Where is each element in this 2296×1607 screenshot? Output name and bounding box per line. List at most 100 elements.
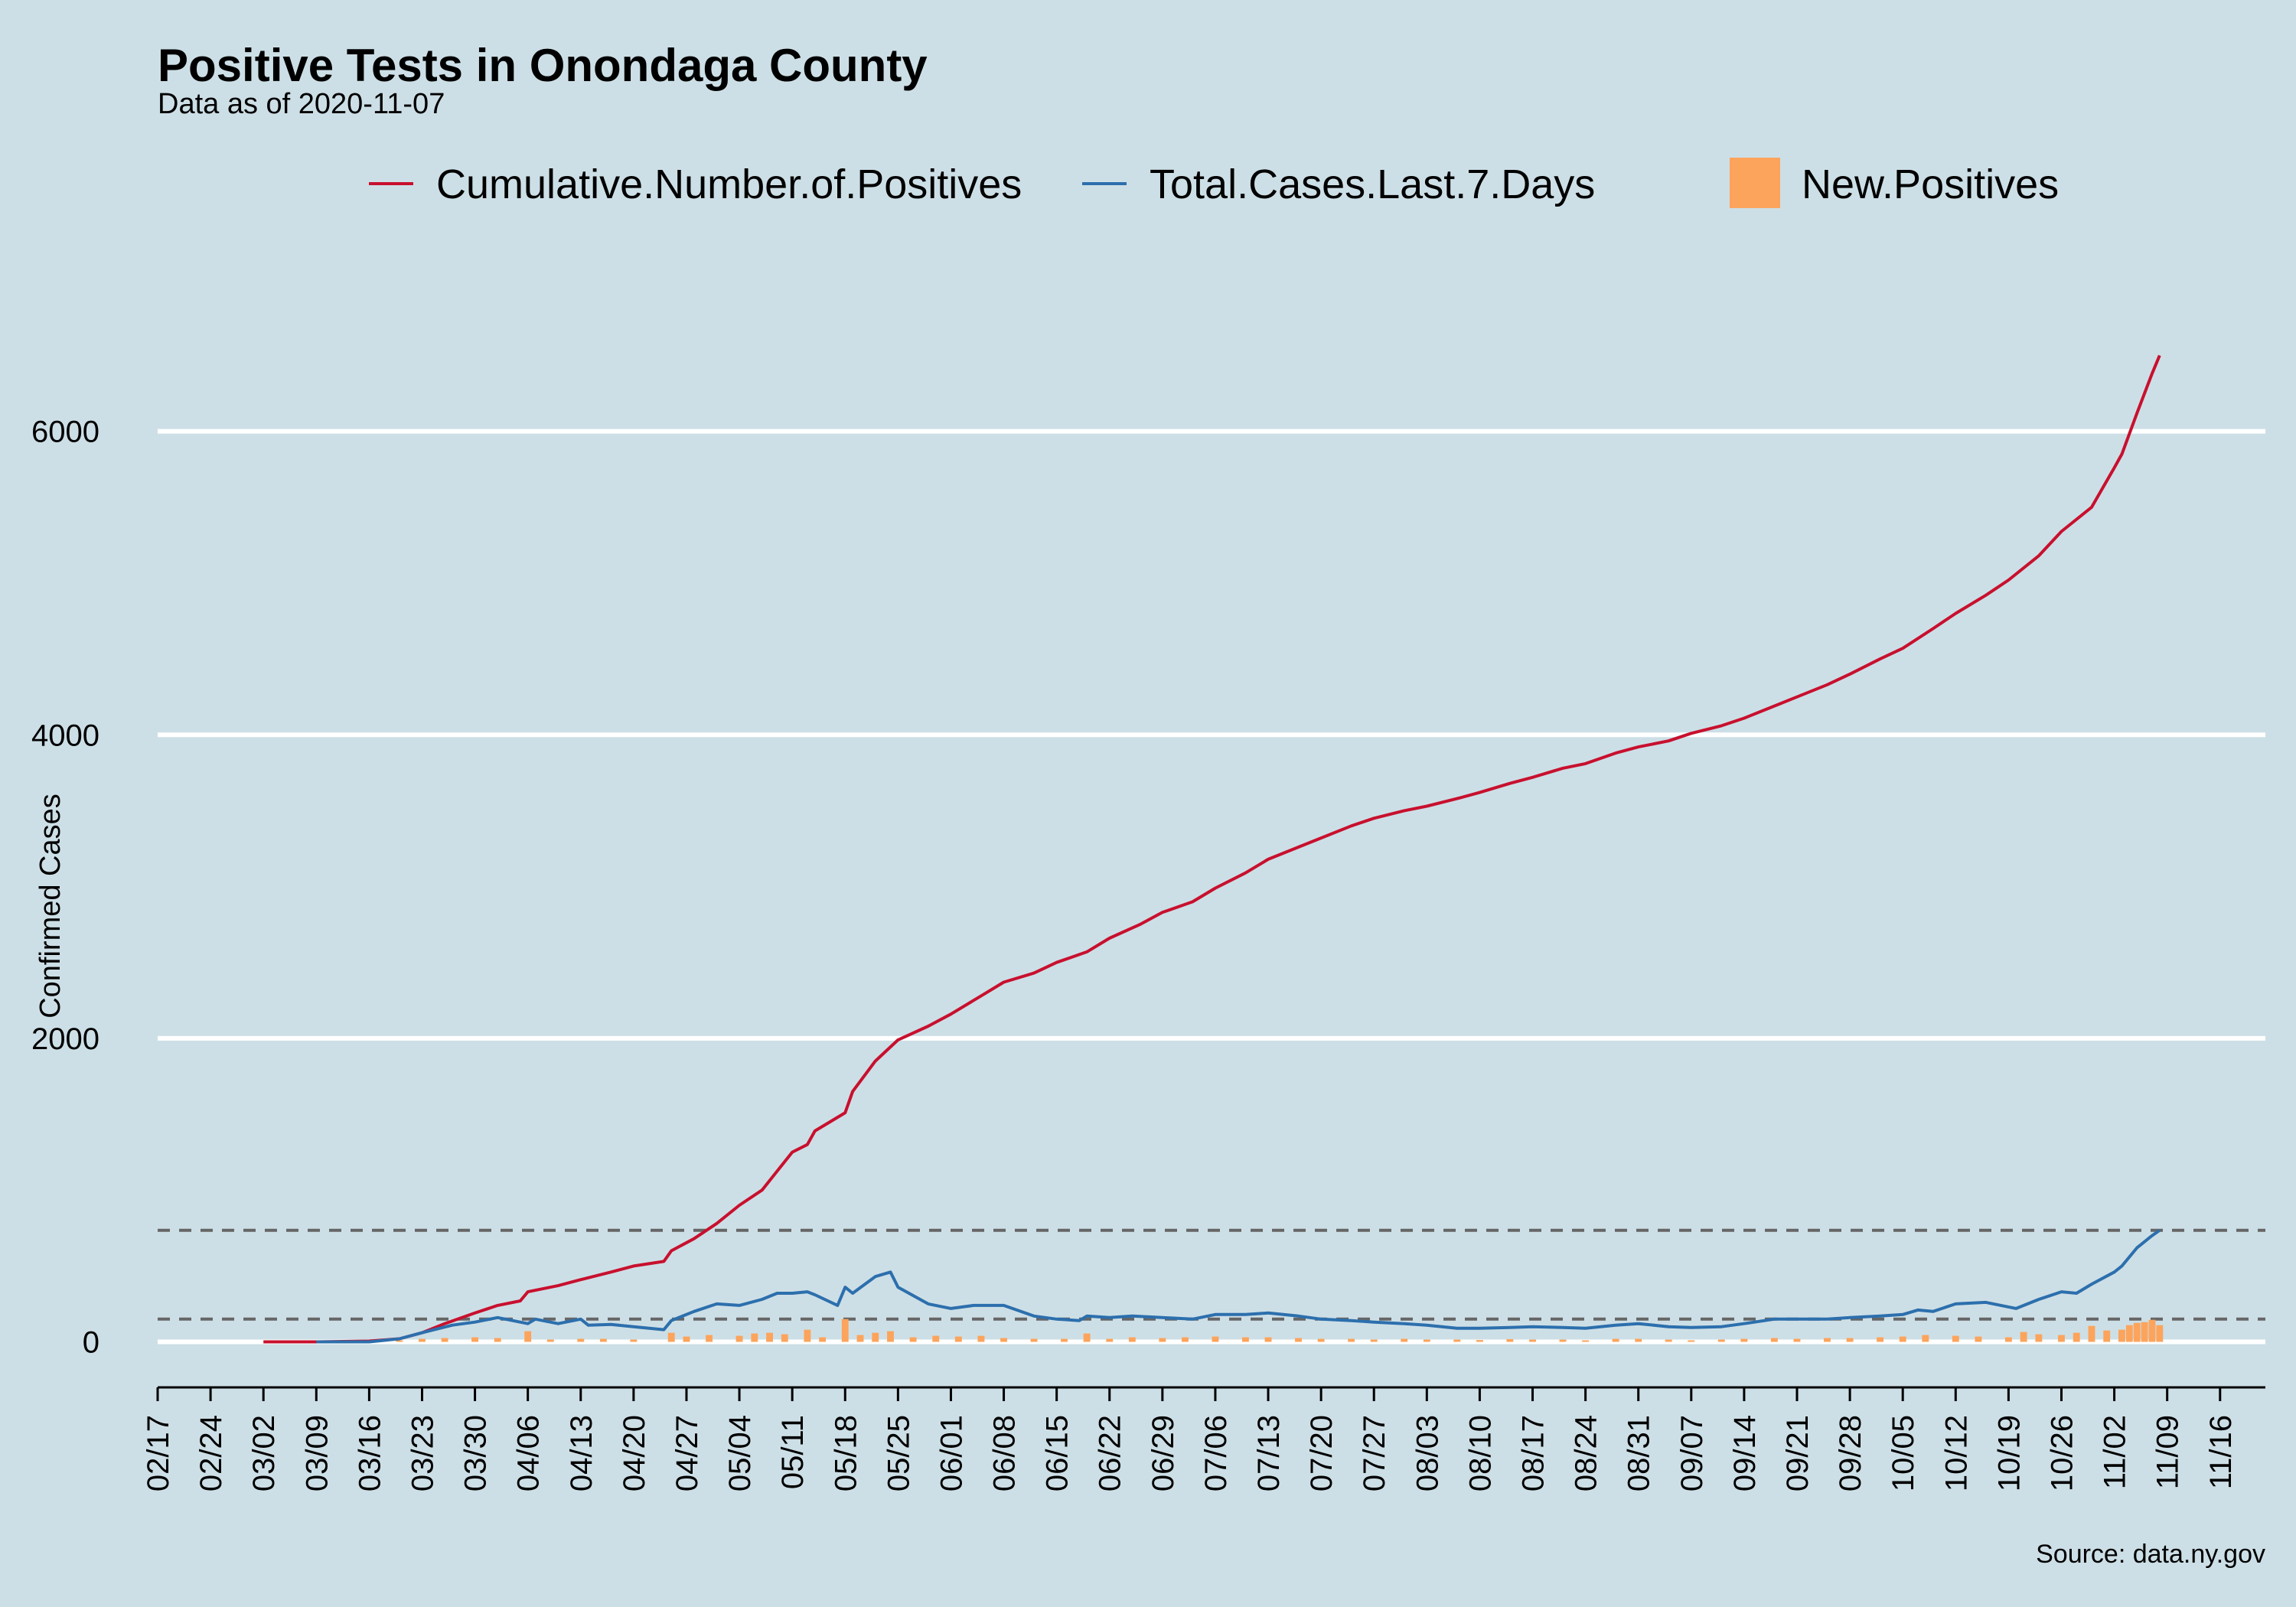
y-axis-label: Confirmed Cases	[34, 794, 67, 1019]
legend-label: Total.Cases.Last.7.Days	[1150, 161, 1595, 207]
x-tick-label: 11/16	[2204, 1415, 2238, 1489]
bar-new-positives	[2035, 1334, 2043, 1342]
bar-new-positives	[1612, 1338, 1619, 1342]
bar-new-positives	[1128, 1337, 1136, 1342]
bar-series	[396, 1319, 2164, 1342]
bar-new-positives	[2133, 1322, 2141, 1342]
bar-new-positives	[932, 1335, 940, 1342]
bar-new-positives	[441, 1338, 448, 1342]
bar-new-positives	[1922, 1335, 1929, 1342]
bar-new-positives	[471, 1337, 479, 1342]
x-tick-label: 05/11	[776, 1415, 810, 1489]
bar-new-positives	[841, 1319, 849, 1342]
x-tick-label: 07/20	[1305, 1415, 1339, 1491]
x-tick-label: 09/28	[1834, 1415, 1867, 1491]
bar-new-positives	[1975, 1336, 1982, 1342]
line-cumulative-number-of-positives	[263, 354, 2161, 1344]
bar-new-positives	[2020, 1332, 2027, 1342]
x-tick-label: 05/25	[882, 1415, 915, 1491]
x-tick-label: 02/24	[194, 1415, 228, 1491]
bar-new-positives	[630, 1339, 638, 1342]
x-tick-label: 10/26	[2045, 1415, 2079, 1491]
bar-new-positives	[2148, 1319, 2156, 1342]
x-tick-label: 06/01	[934, 1415, 968, 1491]
bar-new-positives	[1899, 1336, 1906, 1342]
bar-new-positives	[819, 1337, 827, 1342]
bar-new-positives	[1559, 1339, 1567, 1342]
bar-new-positives	[667, 1332, 675, 1342]
y-tick-label-0: 0	[83, 1326, 99, 1360]
bar-new-positives	[1370, 1339, 1378, 1342]
x-tick-label: 06/29	[1146, 1415, 1180, 1491]
gridlines	[158, 429, 2265, 1345]
bar-new-positives	[524, 1331, 532, 1342]
x-tick-label: 04/20	[618, 1415, 651, 1491]
legend-label: Cumulative.Number.of.Positives	[436, 161, 1022, 207]
x-tick-label: 10/12	[1939, 1415, 1973, 1491]
bar-new-positives	[1000, 1338, 1007, 1342]
line-series	[263, 354, 2161, 1344]
legend-label: New.Positives	[1802, 161, 2059, 207]
x-tick-label: 10/05	[1887, 1415, 1920, 1491]
x-tick-label: 03/02	[247, 1415, 281, 1491]
bar-new-positives	[419, 1338, 426, 1342]
bar-new-positives	[1348, 1338, 1355, 1342]
x-tick-label: 09/07	[1675, 1415, 1709, 1491]
bar-new-positives	[1635, 1338, 1642, 1342]
bar-new-positives	[1106, 1338, 1114, 1342]
bar-new-positives	[1665, 1339, 1672, 1342]
bar-new-positives	[2156, 1325, 2164, 1342]
bar-new-positives	[1212, 1336, 1219, 1342]
bar-new-positives	[599, 1338, 607, 1342]
chart-title: Positive Tests in Onondaga County	[158, 40, 928, 91]
bar-new-positives	[2118, 1329, 2125, 1342]
bar-new-positives	[1824, 1338, 1831, 1342]
bar-new-positives	[2103, 1330, 2111, 1342]
x-tick-label: 08/24	[1570, 1415, 1603, 1491]
bar-new-positives	[1182, 1337, 1189, 1342]
bar-new-positives	[1317, 1338, 1325, 1342]
bar-new-positives	[1793, 1338, 1801, 1342]
x-tick-label: 08/31	[1623, 1415, 1656, 1491]
x-tick-label: 09/21	[1781, 1415, 1815, 1491]
bar-new-positives	[1506, 1338, 1514, 1342]
bar-new-positives	[1476, 1340, 1483, 1342]
bar-new-positives	[1083, 1333, 1091, 1342]
legend-swatch-new-positives	[1730, 158, 1780, 208]
bar-new-positives	[781, 1334, 788, 1342]
x-tick-label: 08/10	[1463, 1415, 1497, 1491]
x-tick-label: 03/30	[459, 1415, 493, 1491]
bar-new-positives	[1030, 1338, 1038, 1342]
x-tick-label: 10/19	[1992, 1415, 2026, 1491]
bar-new-positives	[2004, 1337, 2012, 1342]
bar-new-positives	[396, 1340, 403, 1342]
chart-subtitle: Data as of 2020-11-07	[158, 88, 445, 120]
x-tick-label: 04/13	[565, 1415, 598, 1491]
bar-new-positives	[1688, 1340, 1695, 1342]
bar-new-positives	[856, 1335, 864, 1342]
bar-new-positives	[1453, 1339, 1461, 1342]
bar-new-positives	[1952, 1335, 1959, 1342]
y-tick-label-6000: 6000	[31, 416, 99, 449]
x-tick-label: 06/15	[1041, 1415, 1075, 1491]
bar-new-positives	[2125, 1325, 2133, 1342]
bar-new-positives	[1295, 1338, 1302, 1342]
bar-new-positives	[766, 1332, 773, 1342]
bar-new-positives	[2141, 1322, 2148, 1342]
y-axis: 0 2000 4000 6000	[31, 416, 99, 1360]
line-total-cases-last-7-days	[316, 1229, 2161, 1344]
bar-new-positives	[577, 1338, 585, 1342]
x-tick-label: 07/13	[1252, 1415, 1286, 1491]
bar-new-positives	[909, 1337, 917, 1342]
source-caption: Source: data.ny.gov	[2036, 1540, 2265, 1569]
y-tick-label-2000: 2000	[31, 1022, 99, 1056]
bar-new-positives	[735, 1335, 743, 1342]
bar-new-positives	[1401, 1338, 1408, 1342]
bar-new-positives	[1717, 1339, 1725, 1342]
x-tick-label: 04/27	[670, 1415, 704, 1491]
x-tick-label: 08/17	[1517, 1415, 1551, 1491]
legend: Cumulative.Number.of.Positives Total.Case…	[369, 158, 2059, 208]
bar-new-positives	[546, 1339, 554, 1342]
x-tick-label: 06/22	[1094, 1415, 1127, 1491]
